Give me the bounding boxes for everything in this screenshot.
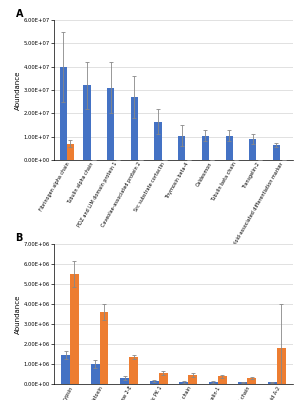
Bar	[100, 312, 109, 384]
Bar	[268, 382, 277, 384]
Bar	[91, 364, 100, 384]
Bar	[178, 136, 185, 160]
Bar	[218, 376, 227, 384]
Y-axis label: Abundance: Abundance	[15, 70, 21, 110]
Bar	[188, 375, 197, 384]
Bar	[225, 136, 233, 160]
Bar	[70, 274, 79, 384]
Bar	[83, 85, 91, 160]
Bar	[120, 378, 129, 384]
Bar	[150, 381, 159, 384]
Bar	[209, 382, 218, 384]
Bar	[61, 355, 70, 384]
Bar	[131, 97, 138, 160]
Bar	[155, 122, 161, 160]
Y-axis label: Abundance: Abundance	[15, 294, 21, 334]
Bar	[273, 145, 280, 160]
Bar	[60, 67, 67, 160]
Text: B: B	[16, 233, 23, 243]
Bar	[179, 382, 188, 384]
Bar	[159, 373, 167, 384]
Bar	[277, 348, 286, 384]
Bar	[67, 144, 74, 160]
Bar	[107, 88, 114, 160]
Bar	[129, 357, 138, 384]
Bar	[238, 382, 247, 384]
Bar	[249, 139, 256, 160]
Text: A: A	[16, 9, 23, 19]
Bar	[247, 378, 256, 384]
Bar	[202, 136, 209, 160]
